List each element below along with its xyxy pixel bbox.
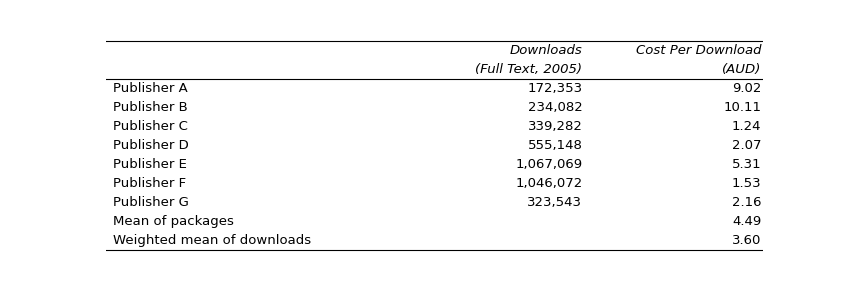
Text: Publisher B: Publisher B xyxy=(113,101,187,114)
Text: 234,082: 234,082 xyxy=(527,101,583,114)
Text: (AUD): (AUD) xyxy=(722,63,762,76)
Text: 339,282: 339,282 xyxy=(527,120,583,133)
Text: Mean of packages: Mean of packages xyxy=(113,215,233,228)
Text: 10.11: 10.11 xyxy=(723,101,762,114)
Text: 4.49: 4.49 xyxy=(732,215,762,228)
Text: 3.60: 3.60 xyxy=(732,234,762,247)
Text: 9.02: 9.02 xyxy=(732,82,762,95)
Text: Weighted mean of downloads: Weighted mean of downloads xyxy=(113,234,310,247)
Text: 1.53: 1.53 xyxy=(732,177,762,190)
Text: 2.07: 2.07 xyxy=(732,139,762,152)
Text: 5.31: 5.31 xyxy=(732,158,762,171)
Text: Publisher A: Publisher A xyxy=(113,82,187,95)
Text: 1,067,069: 1,067,069 xyxy=(516,158,583,171)
Text: 1.24: 1.24 xyxy=(732,120,762,133)
Text: Cost Per Download: Cost Per Download xyxy=(636,44,762,57)
Text: Publisher C: Publisher C xyxy=(113,120,187,133)
Text: 555,148: 555,148 xyxy=(527,139,583,152)
Text: 1,046,072: 1,046,072 xyxy=(516,177,583,190)
Text: Publisher G: Publisher G xyxy=(113,196,188,209)
Text: Downloads: Downloads xyxy=(510,44,583,57)
Text: Publisher F: Publisher F xyxy=(113,177,186,190)
Text: Publisher D: Publisher D xyxy=(113,139,188,152)
Text: 172,353: 172,353 xyxy=(527,82,583,95)
Text: Publisher E: Publisher E xyxy=(113,158,187,171)
Text: 2.16: 2.16 xyxy=(732,196,762,209)
Text: (Full Text, 2005): (Full Text, 2005) xyxy=(476,63,583,76)
Text: 323,543: 323,543 xyxy=(527,196,583,209)
